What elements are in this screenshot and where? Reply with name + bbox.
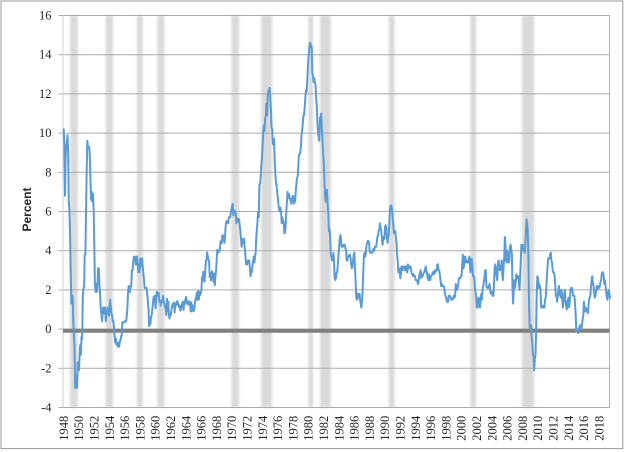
svg-text:1962: 1962	[164, 416, 178, 441]
svg-text:1976: 1976	[271, 416, 285, 441]
svg-text:Percent: Percent	[20, 187, 34, 231]
svg-text:2002: 2002	[470, 416, 484, 441]
svg-text:1998: 1998	[439, 416, 453, 441]
svg-text:1990: 1990	[378, 416, 392, 441]
svg-text:1966: 1966	[195, 416, 209, 441]
svg-text:2018: 2018	[592, 416, 606, 441]
svg-text:1994: 1994	[409, 415, 423, 441]
svg-text:1952: 1952	[88, 416, 102, 441]
svg-text:1978: 1978	[286, 416, 300, 441]
svg-text:1988: 1988	[363, 416, 377, 441]
svg-text:14: 14	[39, 48, 52, 62]
svg-text:1974: 1974	[256, 415, 270, 441]
svg-text:1992: 1992	[394, 416, 408, 441]
svg-text:2010: 2010	[531, 416, 545, 441]
svg-text:0: 0	[45, 322, 51, 336]
svg-text:16: 16	[39, 9, 52, 23]
svg-text:6: 6	[45, 205, 51, 219]
svg-text:12: 12	[39, 87, 52, 101]
svg-text:1954: 1954	[103, 415, 117, 441]
svg-text:2016: 2016	[577, 416, 591, 441]
svg-text:1964: 1964	[179, 415, 193, 441]
svg-text:1982: 1982	[317, 416, 331, 441]
svg-text:1948: 1948	[57, 416, 71, 441]
svg-text:1996: 1996	[424, 416, 438, 441]
svg-text:2014: 2014	[562, 415, 576, 441]
svg-text:1968: 1968	[210, 416, 224, 441]
svg-text:-2: -2	[41, 361, 51, 375]
svg-text:1956: 1956	[118, 416, 132, 441]
svg-text:2: 2	[45, 283, 51, 297]
svg-text:2000: 2000	[455, 416, 469, 441]
svg-text:1950: 1950	[72, 416, 86, 441]
svg-text:2012: 2012	[547, 416, 561, 441]
svg-text:10: 10	[39, 126, 52, 140]
svg-text:1980: 1980	[302, 416, 316, 441]
svg-text:4: 4	[45, 244, 52, 258]
svg-text:1970: 1970	[225, 416, 239, 441]
svg-text:1972: 1972	[241, 416, 255, 441]
svg-text:1960: 1960	[149, 416, 163, 441]
svg-text:1986: 1986	[348, 416, 362, 441]
svg-text:2006: 2006	[501, 416, 515, 441]
svg-text:1984: 1984	[332, 415, 346, 441]
svg-text:1958: 1958	[133, 416, 147, 441]
svg-text:-4: -4	[41, 401, 52, 415]
svg-text:2008: 2008	[516, 416, 530, 441]
svg-text:8: 8	[45, 165, 51, 179]
svg-text:2004: 2004	[485, 415, 499, 441]
